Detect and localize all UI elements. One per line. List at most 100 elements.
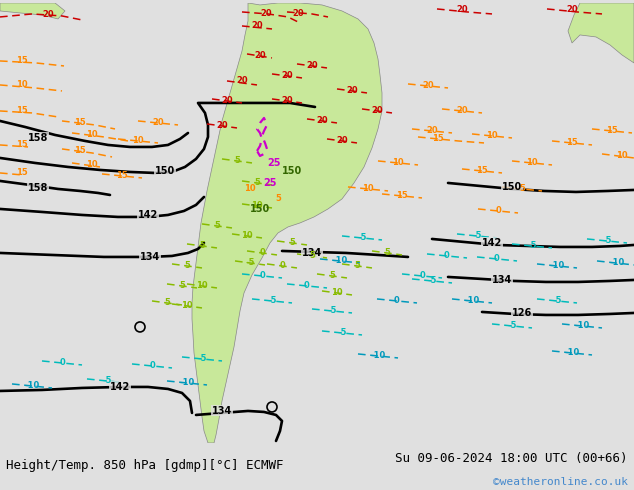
Text: 15: 15 bbox=[16, 141, 28, 149]
Text: 20: 20 bbox=[221, 97, 233, 105]
Text: 5: 5 bbox=[354, 262, 360, 270]
Polygon shape bbox=[0, 3, 65, 19]
Text: 0: 0 bbox=[304, 281, 310, 291]
Text: 20: 20 bbox=[456, 5, 468, 14]
Text: 0: 0 bbox=[59, 359, 65, 368]
Text: 0: 0 bbox=[259, 248, 265, 257]
Text: 10: 10 bbox=[486, 131, 498, 141]
Text: 20: 20 bbox=[306, 61, 318, 71]
Text: 142: 142 bbox=[138, 210, 158, 220]
Text: ©weatheronline.co.uk: ©weatheronline.co.uk bbox=[493, 477, 628, 487]
Text: 10: 10 bbox=[526, 158, 538, 168]
Text: -10: -10 bbox=[24, 381, 39, 391]
Text: 5: 5 bbox=[275, 195, 281, 203]
Text: 10: 10 bbox=[392, 158, 404, 168]
Text: 15: 15 bbox=[432, 134, 444, 144]
Text: 5: 5 bbox=[289, 239, 295, 247]
Text: 150: 150 bbox=[250, 204, 270, 214]
Text: Height/Temp. 850 hPa [gdmp][°C] ECMWF: Height/Temp. 850 hPa [gdmp][°C] ECMWF bbox=[6, 459, 284, 472]
Text: 20: 20 bbox=[281, 72, 293, 80]
Text: -5: -5 bbox=[197, 354, 207, 364]
Text: -5: -5 bbox=[527, 242, 537, 250]
Text: 5: 5 bbox=[329, 271, 335, 280]
Text: -5: -5 bbox=[472, 231, 482, 241]
Text: -10: -10 bbox=[550, 262, 565, 270]
Text: 20: 20 bbox=[281, 97, 293, 105]
Text: 25: 25 bbox=[263, 178, 277, 188]
Text: -10: -10 bbox=[370, 351, 385, 361]
Text: 134: 134 bbox=[492, 275, 512, 285]
Text: 15: 15 bbox=[396, 192, 408, 200]
Text: 15: 15 bbox=[74, 119, 86, 127]
Text: 20: 20 bbox=[566, 5, 578, 14]
Text: 158: 158 bbox=[28, 183, 48, 193]
Text: 10: 10 bbox=[16, 80, 28, 90]
Text: 5: 5 bbox=[199, 242, 205, 250]
Text: 10: 10 bbox=[86, 130, 98, 140]
Text: 5: 5 bbox=[179, 281, 185, 291]
Text: -5: -5 bbox=[507, 321, 517, 330]
Text: 15: 15 bbox=[16, 106, 28, 116]
Text: 142: 142 bbox=[110, 382, 130, 392]
Text: -10: -10 bbox=[564, 348, 579, 357]
Text: 10: 10 bbox=[241, 231, 253, 241]
Text: 15: 15 bbox=[74, 147, 86, 155]
Text: 15: 15 bbox=[116, 172, 128, 180]
Text: 20: 20 bbox=[316, 117, 328, 125]
Text: 5: 5 bbox=[234, 156, 240, 166]
Text: 5: 5 bbox=[184, 262, 190, 270]
Text: 158: 158 bbox=[28, 133, 48, 143]
Text: 5: 5 bbox=[214, 221, 220, 230]
Text: 20: 20 bbox=[152, 119, 164, 127]
Text: 20: 20 bbox=[251, 22, 263, 30]
Polygon shape bbox=[192, 3, 382, 443]
Text: 20: 20 bbox=[236, 76, 248, 85]
Text: 5: 5 bbox=[384, 248, 390, 257]
Text: -10: -10 bbox=[464, 296, 480, 305]
Text: -5: -5 bbox=[427, 276, 437, 286]
Text: 150: 150 bbox=[282, 166, 302, 176]
Text: -5: -5 bbox=[102, 376, 112, 386]
Text: 20: 20 bbox=[254, 51, 266, 60]
Text: 0: 0 bbox=[495, 206, 501, 216]
Text: 10: 10 bbox=[132, 136, 144, 146]
Text: 134: 134 bbox=[212, 406, 232, 416]
Text: 15: 15 bbox=[476, 167, 488, 175]
Text: 20: 20 bbox=[42, 10, 54, 20]
Text: Su 09-06-2024 18:00 UTC (00+66): Su 09-06-2024 18:00 UTC (00+66) bbox=[395, 452, 628, 465]
Text: 20: 20 bbox=[260, 9, 272, 19]
Text: 126: 126 bbox=[512, 308, 532, 318]
Text: 20: 20 bbox=[456, 106, 468, 116]
Text: 25: 25 bbox=[268, 158, 281, 168]
Text: -5: -5 bbox=[245, 258, 255, 268]
Text: 0: 0 bbox=[279, 262, 285, 270]
Text: -10: -10 bbox=[609, 258, 624, 268]
Text: 0: 0 bbox=[444, 251, 450, 261]
Text: 15: 15 bbox=[16, 56, 28, 66]
Text: 134: 134 bbox=[302, 248, 322, 258]
Text: 5: 5 bbox=[309, 251, 315, 261]
Text: -10: -10 bbox=[574, 321, 590, 330]
Text: 0: 0 bbox=[419, 271, 425, 280]
Text: 142: 142 bbox=[482, 238, 502, 248]
Text: 20: 20 bbox=[336, 136, 348, 146]
Text: 134: 134 bbox=[140, 252, 160, 262]
Text: 0: 0 bbox=[494, 254, 500, 264]
Text: -5: -5 bbox=[327, 306, 337, 316]
Text: 10: 10 bbox=[181, 301, 193, 311]
Polygon shape bbox=[568, 3, 634, 63]
Text: 15: 15 bbox=[566, 139, 578, 147]
Text: 5: 5 bbox=[164, 298, 170, 307]
Text: 150: 150 bbox=[502, 182, 522, 192]
Text: 0: 0 bbox=[259, 271, 265, 280]
Text: -5: -5 bbox=[552, 296, 562, 305]
Text: 0: 0 bbox=[149, 362, 155, 370]
Text: -5: -5 bbox=[268, 296, 277, 305]
Text: 10: 10 bbox=[251, 201, 263, 210]
Text: 10: 10 bbox=[244, 184, 256, 194]
Text: 15: 15 bbox=[16, 169, 28, 177]
Text: 10: 10 bbox=[616, 151, 628, 160]
Text: 5: 5 bbox=[254, 178, 260, 188]
Text: 150: 150 bbox=[155, 166, 175, 176]
Text: 20: 20 bbox=[292, 9, 304, 19]
